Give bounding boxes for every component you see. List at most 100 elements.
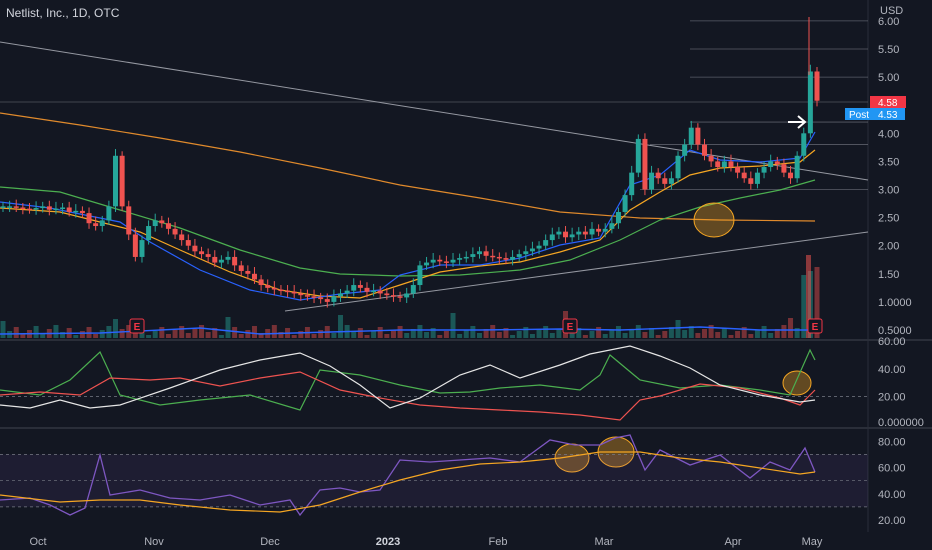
volume-bar — [503, 328, 509, 338]
date-axis-tick: Mar — [595, 536, 614, 548]
candle — [212, 256, 218, 263]
volume-bar — [629, 329, 635, 338]
candle — [13, 206, 19, 208]
volume-bar — [602, 334, 608, 338]
candle — [165, 223, 171, 229]
volume-bar — [205, 332, 211, 338]
volume-bar — [172, 330, 178, 338]
volume-bar — [73, 335, 79, 338]
candle — [265, 285, 271, 288]
candle — [0, 206, 6, 208]
volume-bar — [457, 334, 463, 338]
candle — [668, 178, 674, 184]
candle — [119, 155, 125, 207]
volume-bar — [331, 333, 337, 338]
candle — [311, 296, 317, 298]
candle — [251, 273, 257, 280]
candle — [93, 223, 99, 227]
candle — [774, 161, 780, 165]
price-axis-tick: 0.5000 — [878, 325, 912, 337]
volume-bar — [199, 325, 205, 338]
candle — [60, 207, 66, 209]
volume-bar — [311, 334, 317, 338]
volume-bar — [0, 321, 6, 338]
volume-bar — [192, 329, 198, 338]
candle — [649, 172, 655, 190]
rsi-axis-tick: 40.00 — [878, 489, 906, 501]
price-axis-tick: 1.0000 — [878, 297, 912, 309]
date-axis-tick: 2023 — [376, 536, 400, 548]
volume-bar — [675, 320, 681, 338]
volume-bar — [642, 332, 648, 338]
volume-bar — [814, 267, 820, 338]
volume-bar — [754, 330, 760, 338]
osc-axis-tick: 20.00 — [878, 391, 906, 403]
earnings-marker-label: E — [812, 322, 819, 333]
candle — [424, 262, 430, 266]
volume-bar — [404, 333, 410, 338]
volume-bar — [622, 333, 628, 338]
volume-bar — [232, 327, 238, 338]
candle — [410, 285, 416, 294]
volume-bar — [377, 327, 383, 338]
candle — [728, 161, 734, 168]
highlight-circle — [693, 202, 735, 238]
candle — [523, 251, 529, 255]
candle — [708, 155, 714, 162]
candle — [549, 234, 555, 241]
volume-bar — [179, 326, 185, 338]
candle — [344, 290, 350, 294]
volume-bar — [748, 334, 754, 338]
symbol-title: Netlist, Inc., 1D, OTC — [6, 6, 120, 20]
volume-bar — [476, 333, 482, 338]
candle — [172, 228, 178, 235]
rsi-axis-tick: 80.00 — [878, 436, 906, 448]
volume-bar — [146, 335, 152, 338]
date-axis-tick: May — [802, 536, 823, 548]
volume-bar — [529, 334, 535, 338]
candle — [245, 270, 251, 274]
highlight-circle — [782, 370, 812, 396]
candle — [543, 240, 549, 246]
candle — [377, 290, 383, 294]
volume-bar — [79, 331, 85, 338]
trend-line-down — [0, 41, 869, 181]
price-badge — [870, 96, 906, 108]
candle — [662, 178, 668, 184]
candle — [338, 293, 344, 297]
volume-bar — [33, 326, 39, 338]
candle — [146, 226, 152, 241]
rsi-ma-line — [0, 451, 816, 513]
candle — [390, 295, 396, 297]
volume-bar — [258, 333, 264, 338]
volume-bar — [225, 317, 231, 338]
candle — [357, 285, 363, 288]
candle — [781, 164, 787, 173]
candle — [232, 256, 238, 266]
volume-bar — [430, 328, 436, 338]
volume-bar — [298, 331, 304, 338]
earnings-marker-label: E — [567, 322, 574, 333]
candle — [298, 293, 304, 296]
candle — [721, 161, 727, 168]
candle — [470, 254, 476, 257]
date-axis-tick: Feb — [489, 536, 508, 548]
earnings-marker — [807, 318, 823, 334]
candle — [199, 251, 205, 255]
volume-bar — [463, 330, 469, 338]
rsi-line — [0, 434, 816, 517]
volume-bar — [384, 334, 390, 338]
candle — [159, 220, 165, 224]
candle — [99, 220, 105, 227]
volume-bar — [351, 332, 357, 338]
candle — [324, 299, 330, 302]
candle — [609, 223, 615, 229]
volume-bar — [397, 326, 403, 338]
candle — [701, 144, 707, 156]
candle — [437, 259, 443, 262]
volume-bar — [424, 332, 430, 338]
candle — [179, 234, 185, 241]
volume-bar — [238, 334, 244, 338]
volume-bar — [119, 329, 125, 338]
